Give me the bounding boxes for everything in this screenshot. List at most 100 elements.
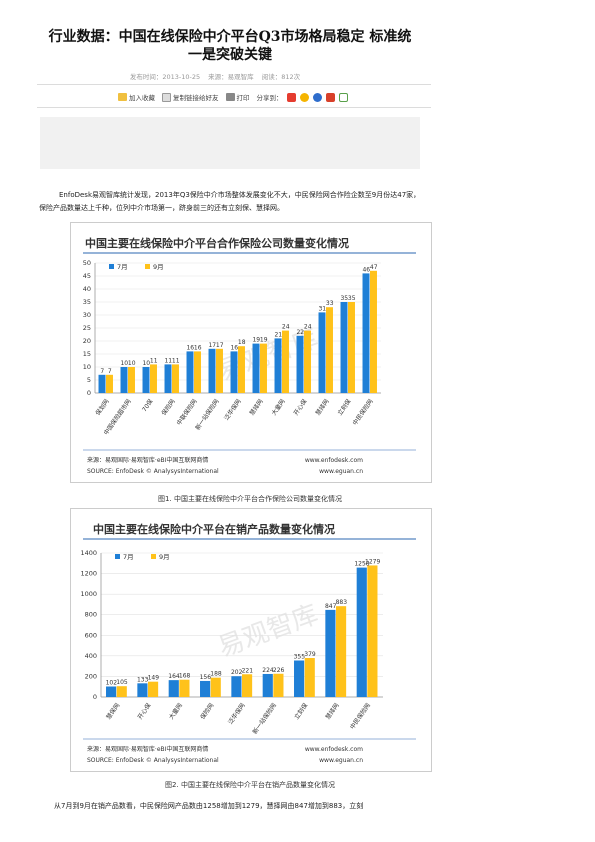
chart-1: 易观智库 中国主要在线保险中介平台合作保险公司数量变化情况 0510152025…: [83, 236, 416, 475]
data-label: 221: [242, 667, 254, 674]
bar: [370, 270, 377, 393]
y-tick-label: 45: [83, 272, 91, 280]
print-button[interactable]: 打印: [225, 92, 250, 102]
legend-label: 7月: [117, 263, 128, 271]
y-tick-label: 1000: [80, 590, 97, 598]
share-qzone-icon[interactable]: [299, 92, 309, 102]
bar: [238, 346, 245, 393]
legend-swatch: [115, 554, 120, 559]
data-label: 11: [172, 357, 180, 364]
legend-label: 9月: [159, 553, 170, 561]
y-tick-label: 30: [83, 311, 91, 319]
data-label: 10: [142, 360, 150, 367]
chart-title: 中国主要在线保险中介平台合作保险公司数量变化情况: [85, 236, 349, 250]
data-label: 31: [318, 305, 326, 312]
y-tick-label: 5: [87, 376, 91, 384]
y-tick-label: 800: [85, 611, 97, 619]
x-tick-label: 慧择网: [324, 702, 341, 721]
bar: [142, 367, 150, 393]
share-weibo-icon[interactable]: [286, 92, 296, 102]
folder-icon: [118, 93, 127, 101]
share-douban-icon[interactable]: [338, 92, 348, 102]
bar: [150, 364, 157, 393]
printer-icon: [225, 93, 235, 101]
data-label: 355: [294, 653, 306, 660]
source-line2: SOURCE: EnfoDesk © AnalysysInternational: [87, 468, 219, 475]
data-label: 379: [304, 651, 316, 658]
article-title-line2: 一是突破关键: [188, 47, 272, 63]
site-link-2: www.eguan.cn: [319, 468, 363, 475]
x-tick-label: 保险网: [160, 398, 177, 417]
data-label: 35: [340, 295, 348, 302]
bar: [242, 674, 253, 697]
article-title-line1: 行业数据：中国在线保险中介平台Q3市场格局稳定 标准统: [48, 29, 412, 45]
favorite-label: 加入收藏: [129, 94, 155, 102]
y-tick-label: 20: [83, 337, 91, 345]
x-tick-label: 70保: [140, 398, 154, 414]
data-label: 164: [168, 673, 180, 680]
y-tick-label: 1400: [80, 549, 97, 557]
bar: [116, 686, 127, 697]
share-label: 分享到：: [256, 94, 283, 102]
data-label: 16: [194, 344, 202, 351]
bar: [231, 676, 242, 697]
x-tick-label: 中联保险网: [175, 398, 199, 427]
data-label: 19: [260, 337, 268, 344]
data-label: 224: [262, 667, 274, 674]
bar: [106, 686, 117, 697]
x-tick-label: 慧择网: [248, 398, 265, 417]
y-tick-label: 50: [83, 259, 91, 267]
data-label: 11: [150, 357, 158, 364]
data-label: 7: [100, 368, 104, 375]
data-label: 46: [362, 266, 370, 273]
x-tick-label: 中民保险网: [351, 398, 375, 427]
data-label: 1258: [354, 561, 369, 568]
data-label: 16: [230, 344, 238, 351]
bar: [304, 658, 315, 697]
bar: [194, 351, 201, 393]
view-count: 阅读：812次: [261, 73, 301, 81]
bar: [325, 609, 336, 697]
divider: [37, 107, 431, 108]
bar: [210, 677, 221, 697]
bar: [98, 374, 106, 393]
data-label: 133: [137, 676, 149, 683]
data-label: 202: [231, 669, 243, 676]
data-label: 17: [208, 342, 216, 349]
source-line2: SOURCE: EnfoDesk © AnalysysInternational: [87, 757, 219, 764]
y-tick-label: 40: [83, 285, 91, 293]
data-label: 102: [106, 680, 118, 687]
bar: [208, 348, 216, 393]
data-label: 19: [252, 337, 260, 344]
bar: [230, 351, 238, 393]
bar: [356, 567, 367, 697]
data-label: 33: [326, 300, 334, 307]
bar: [318, 312, 326, 393]
bar: [362, 273, 370, 393]
bar: [128, 367, 135, 393]
bar: [336, 606, 347, 697]
divider: [37, 84, 431, 85]
y-tick-label: 1200: [80, 570, 97, 578]
x-tick-label: 开心保: [136, 702, 153, 721]
x-tick-label: 立刻保: [336, 398, 353, 417]
favorite-button[interactable]: 加入收藏: [118, 92, 155, 102]
legend-label: 9月: [153, 263, 164, 271]
share-group: 分享到：: [257, 92, 348, 102]
article-meta: 发布时间：2013-10-25 来源：易观智库 阅读：812次: [0, 71, 430, 81]
copy-link-button[interactable]: 复制链接给好友: [162, 92, 219, 102]
x-tick-label: 新一站保险网: [251, 702, 278, 736]
data-label: 11: [164, 357, 172, 364]
data-label: 1279: [365, 558, 380, 565]
share-renren-icon[interactable]: [312, 92, 322, 102]
article-toolbar: 加入收藏 复制链接给好友 打印 分享到：: [118, 92, 348, 102]
y-tick-label: 600: [85, 631, 97, 639]
bar: [164, 364, 172, 393]
data-label: 226: [273, 667, 285, 674]
bar: [273, 673, 284, 697]
share-kaixin-icon[interactable]: [325, 92, 335, 102]
paragraph: EnfoDesk易观智库统计发现，2013年Q3保险中介市场整体发展变化不大，中…: [39, 191, 421, 212]
bar: [120, 367, 128, 393]
data-label: 7: [108, 368, 112, 375]
